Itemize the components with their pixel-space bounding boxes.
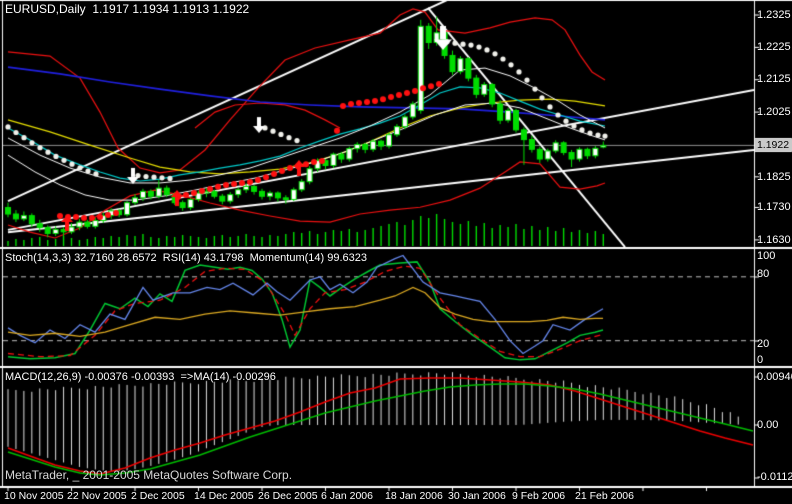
- stoch-tick: 20: [757, 338, 770, 350]
- price-tick: 1.2225: [757, 41, 791, 53]
- date-tick: 6 Jan 2006: [321, 490, 373, 502]
- current-price-badge: 1.1922: [755, 138, 791, 152]
- stoch-tick: 0: [757, 354, 764, 366]
- price-tick: 1.1630: [757, 234, 791, 246]
- date-tick: 26 Dec 2005: [258, 490, 318, 502]
- metaquotes-watermark: MetaTrader, _ 2001-2005 MetaQuotes Softw…: [5, 468, 293, 482]
- stoch-tick: 80: [757, 268, 770, 280]
- date-tick: 22 Nov 2005: [67, 490, 127, 502]
- price-tick: 1.2125: [757, 73, 791, 85]
- date-tick: 30 Jan 2006: [448, 490, 506, 502]
- price-tick: 1.1825: [757, 171, 791, 183]
- macd-tick: 0.00: [757, 419, 779, 431]
- price-tick: 1.1730: [757, 201, 791, 213]
- date-tick: 2 Dec 2005: [131, 490, 185, 502]
- date-tick: 9 Feb 2006: [512, 490, 566, 502]
- date-tick: 14 Dec 2005: [194, 490, 254, 502]
- macd-indicator-label: MACD(12,26,9) -0.00376 -0.00393 =>MA(14)…: [5, 371, 276, 383]
- date-tick: 18 Jan 2006: [385, 490, 443, 502]
- stoch-tick: 100: [757, 250, 776, 262]
- date-tick: 21 Feb 2006: [575, 490, 634, 502]
- stochastic-indicator-label: Stoch(14,3,3) 32.7160 28.6572 RSI(14) 43…: [5, 252, 368, 264]
- macd-tick: 0.00946: [757, 371, 792, 383]
- date-tick: 10 Nov 2005: [4, 490, 64, 502]
- price-tick: 1.2325: [757, 9, 791, 21]
- chart-title: EURUSD,Daily 1.1917 1.1934 1.1913 1.1922: [5, 2, 250, 16]
- macd-tick: -0.01122: [757, 471, 792, 483]
- price-tick: 1.2025: [757, 106, 791, 118]
